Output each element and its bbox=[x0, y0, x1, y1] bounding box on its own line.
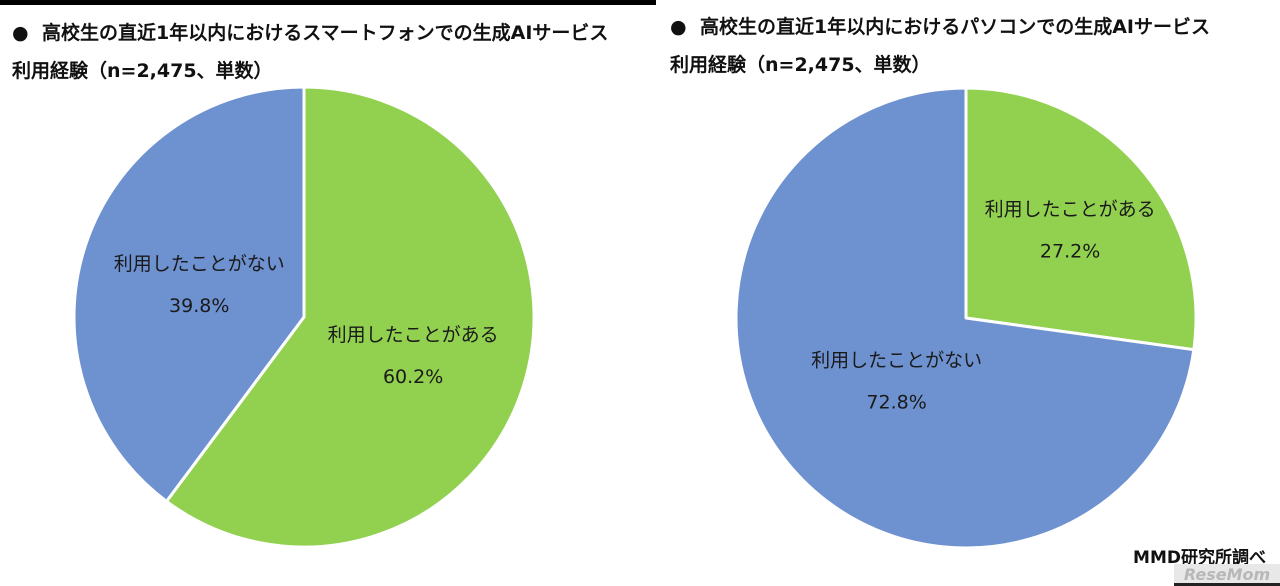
slice-value-label: 60.2% bbox=[383, 366, 443, 388]
chart-title-line2: 利用経験（n=2,475、単数） bbox=[670, 54, 931, 76]
slice-value-label: 27.2% bbox=[1040, 240, 1100, 262]
pie-slice bbox=[72, 85, 306, 503]
source-credit: MMD研究所調べ bbox=[1133, 548, 1266, 568]
slice-category-label: 利用したことがない bbox=[114, 253, 285, 275]
bullet-icon: ● bbox=[670, 16, 687, 38]
pie-slice bbox=[164, 85, 536, 549]
pc-chart-panel: ● 高校生の直近1年以内におけるパソコンでの生成AIサービス 利用経験（n=2,4… bbox=[656, 0, 1280, 586]
smartphone-pie-chart: 利用したことがある 60.2% 利用したことがない 39.8% bbox=[72, 85, 536, 549]
slice-value-label: 72.8% bbox=[866, 391, 926, 413]
slice-category-label: 利用したことがある bbox=[985, 198, 1156, 220]
bottom-rule bbox=[1174, 583, 1280, 586]
chart-title-line2: 利用経験（n=2,475、単数） bbox=[12, 60, 273, 82]
top-rule bbox=[0, 0, 656, 5]
chart-title: ● 高校生の直近1年以内におけるパソコンでの生成AIサービス 利用経験（n=2,4… bbox=[670, 8, 1210, 84]
smartphone-chart-panel: ● 高校生の直近1年以内におけるスマートフォンでの生成AIサービス 利用経験（n=… bbox=[12, 14, 608, 549]
slice-category-label: 利用したことがない bbox=[811, 349, 982, 371]
chart-title-line1: 高校生の直近1年以内におけるパソコンでの生成AIサービス bbox=[700, 16, 1210, 38]
chart-title-line1: 高校生の直近1年以内におけるスマートフォンでの生成AIサービス bbox=[42, 22, 609, 44]
pie-slice bbox=[734, 86, 1196, 550]
bullet-icon: ● bbox=[12, 22, 29, 44]
slice-value-label: 39.8% bbox=[169, 295, 229, 317]
pie-slice bbox=[964, 86, 1198, 352]
pc-pie-chart: 利用したことがある 27.2% 利用したことがない 72.8% bbox=[734, 86, 1198, 550]
watermark-logo: ReseMom bbox=[1174, 564, 1280, 586]
slice-category-label: 利用したことがある bbox=[328, 324, 499, 346]
chart-title: ● 高校生の直近1年以内におけるスマートフォンでの生成AIサービス 利用経験（n=… bbox=[12, 14, 608, 90]
